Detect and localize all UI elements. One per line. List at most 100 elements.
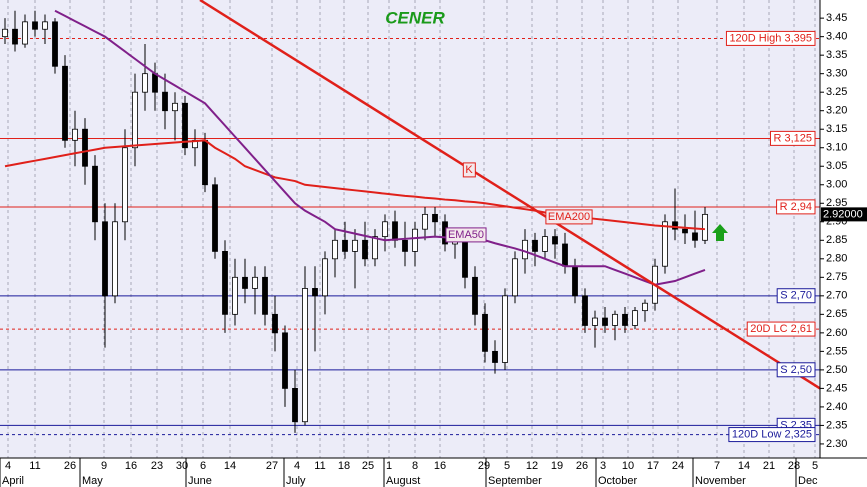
x-tick-label: 1 bbox=[386, 460, 392, 472]
x-tick-label: 16 bbox=[434, 460, 446, 472]
candle-body bbox=[512, 258, 518, 297]
month-label: July bbox=[286, 475, 306, 487]
x-tick-label: 4 bbox=[294, 460, 300, 472]
candle-body bbox=[632, 310, 638, 326]
candle-body bbox=[592, 317, 598, 326]
month-label: November bbox=[695, 475, 746, 487]
candle-body bbox=[672, 221, 678, 230]
x-tick-label: 12 bbox=[526, 460, 538, 472]
candle-body bbox=[422, 213, 428, 230]
x-tick-label: 10 bbox=[622, 460, 634, 472]
x-tick-label: 8 bbox=[412, 460, 418, 472]
candle-body bbox=[392, 221, 398, 241]
candle-body bbox=[702, 213, 708, 241]
y-tick-label: 3.00 bbox=[826, 179, 847, 191]
y-tick-label: 3.20 bbox=[826, 105, 847, 117]
x-tick-label: 30 bbox=[176, 460, 188, 472]
x-tick-label: 27 bbox=[266, 460, 278, 472]
candle-body bbox=[102, 221, 108, 297]
y-tick-label: 2.50 bbox=[826, 364, 847, 376]
candle-body bbox=[492, 350, 498, 363]
ema-label-box bbox=[445, 227, 487, 243]
candle-body bbox=[342, 239, 348, 252]
y-tick-label: 2.40 bbox=[826, 401, 847, 413]
candle-body bbox=[82, 128, 88, 167]
candle-body bbox=[302, 288, 308, 423]
x-tick-label: 11 bbox=[314, 460, 325, 472]
level-label-box bbox=[728, 427, 816, 443]
level-label: S 2,70 bbox=[780, 290, 812, 302]
level-label-box bbox=[725, 30, 816, 46]
candle-body bbox=[462, 236, 468, 278]
ema-label-box bbox=[545, 209, 593, 225]
x-tick-label: 5 bbox=[812, 460, 818, 472]
trend-line bbox=[199, 0, 821, 390]
x-tick-label: 24 bbox=[672, 460, 684, 472]
candle-body bbox=[612, 313, 618, 326]
candle-body bbox=[692, 232, 698, 241]
candle-body bbox=[22, 21, 28, 45]
trend-label: K bbox=[465, 164, 473, 176]
month-label: April bbox=[2, 475, 24, 487]
candle-body bbox=[42, 21, 48, 30]
x-tick-label: 19 bbox=[551, 460, 563, 472]
x-tick-label: 28 bbox=[788, 460, 800, 472]
x-tick-label: 11 bbox=[29, 460, 40, 472]
y-tick-label: 2.80 bbox=[826, 253, 847, 265]
candle-body bbox=[352, 239, 358, 252]
candle-body bbox=[502, 295, 508, 363]
x-tick-label: 29 bbox=[478, 460, 490, 472]
x-tick-label: 3 bbox=[600, 460, 606, 472]
candle-body bbox=[262, 276, 268, 315]
y-tick-label: 2.35 bbox=[826, 419, 847, 431]
y-tick-label: 2.75 bbox=[826, 271, 847, 283]
candle-body bbox=[372, 236, 378, 260]
ma-line bbox=[54, 9, 706, 286]
candle-body bbox=[532, 239, 538, 252]
x-tick-label: 26 bbox=[64, 460, 76, 472]
candle-body bbox=[132, 91, 138, 149]
y-tick-label: 2.65 bbox=[826, 308, 847, 320]
level-label: 20D LC 2,61 bbox=[750, 323, 812, 335]
candle-body bbox=[602, 317, 608, 326]
candle-body bbox=[282, 332, 288, 389]
month-label: May bbox=[82, 475, 103, 487]
level-label: 120D High 3,395 bbox=[729, 32, 812, 44]
candle-body bbox=[92, 165, 98, 223]
x-tick-label: 17 bbox=[647, 460, 659, 472]
x-tick-label: 9 bbox=[101, 460, 107, 472]
y-tick-label: 2.45 bbox=[826, 382, 847, 394]
candle-body bbox=[542, 236, 548, 252]
candle-body bbox=[382, 221, 388, 237]
ema-label: EMA50 bbox=[448, 229, 484, 241]
candle-body bbox=[62, 65, 68, 141]
candle-body bbox=[2, 28, 8, 38]
candle-body bbox=[552, 236, 558, 245]
candle-body bbox=[32, 21, 38, 30]
trend-label-box bbox=[462, 162, 476, 178]
x-tick-label: 25 bbox=[362, 460, 374, 472]
candle-body bbox=[122, 147, 128, 223]
level-label: R 2,94 bbox=[780, 201, 812, 213]
month-label: September bbox=[488, 475, 542, 487]
level-label-box bbox=[746, 321, 816, 337]
candle-body bbox=[622, 313, 628, 326]
candle-body bbox=[312, 288, 318, 297]
x-tick-label: 21 bbox=[763, 460, 775, 472]
ema-label: EMA200 bbox=[548, 211, 590, 223]
candle-body bbox=[522, 239, 528, 260]
x-tick-label: 18 bbox=[338, 460, 350, 472]
y-tick-label: 3.40 bbox=[826, 31, 847, 43]
up-arrow bbox=[712, 224, 728, 241]
candle-body bbox=[412, 228, 418, 252]
candle-body bbox=[472, 276, 478, 315]
x-tick-label: 23 bbox=[151, 460, 163, 472]
y-tick-label: 2.60 bbox=[826, 327, 847, 339]
level-label: R 3,125 bbox=[773, 132, 812, 144]
month-label: October bbox=[598, 475, 637, 487]
y-tick-label: 2.95 bbox=[826, 197, 847, 209]
x-tick-label: 26 bbox=[576, 460, 588, 472]
candle-body bbox=[322, 258, 328, 297]
month-label: August bbox=[386, 475, 420, 487]
candle-body bbox=[152, 73, 158, 93]
